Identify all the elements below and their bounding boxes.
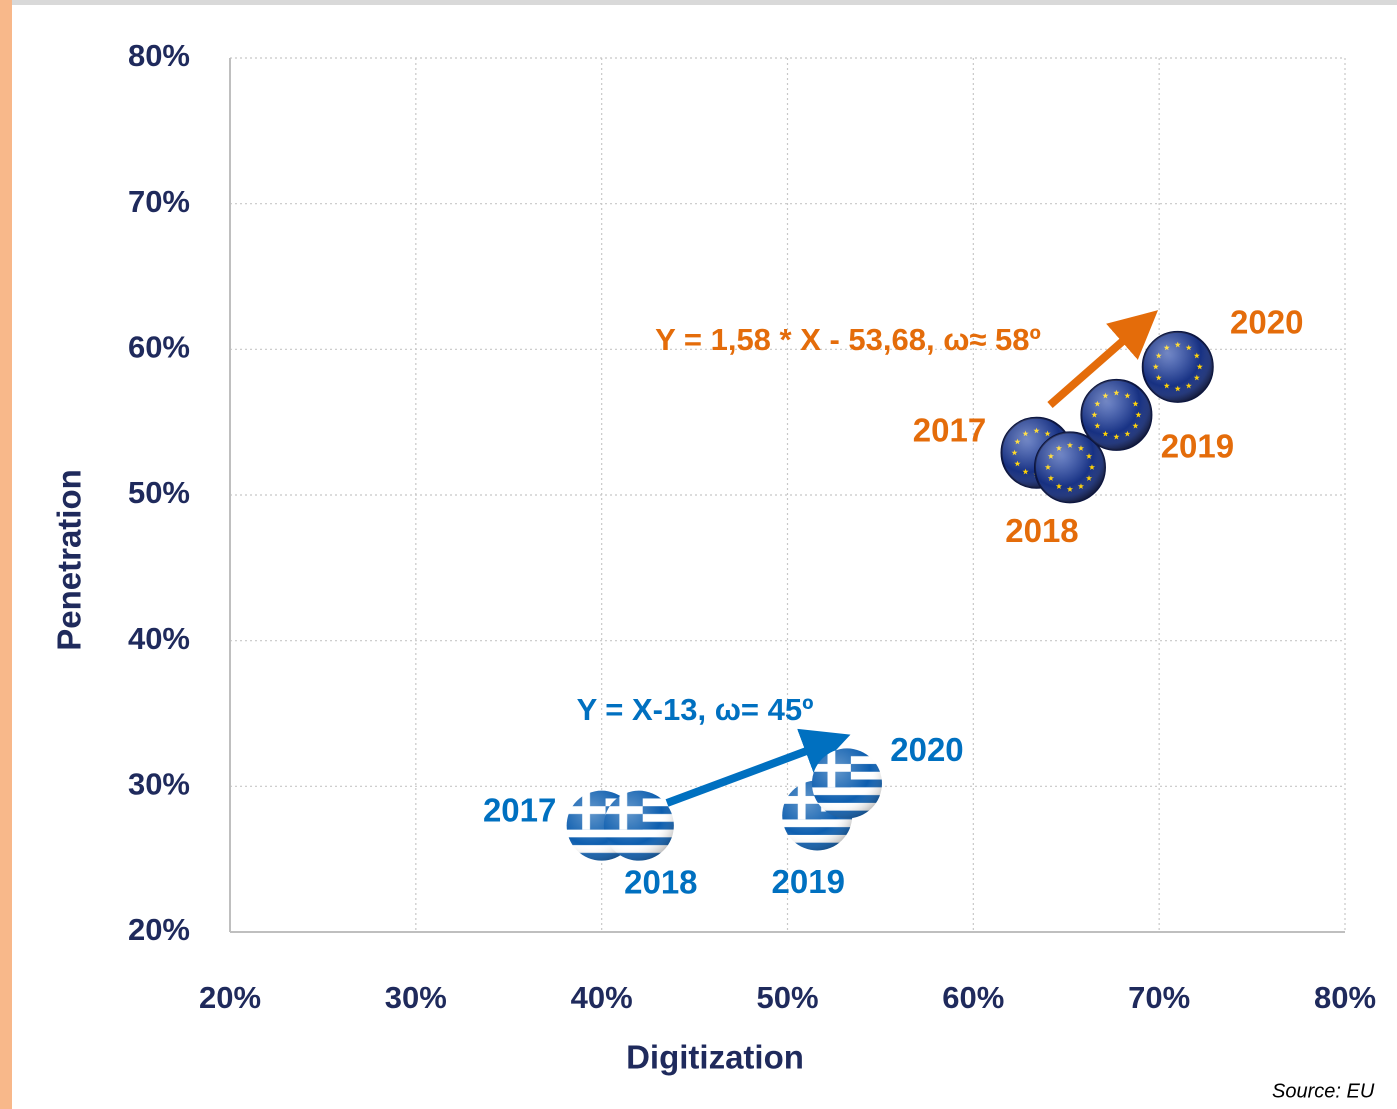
x-tick-label: 30% — [385, 980, 447, 1015]
point-label: 2020 — [890, 731, 963, 768]
point — [1033, 431, 1106, 504]
point-label: 2017 — [483, 791, 556, 828]
point-label: 2019 — [772, 863, 845, 900]
marker-shine — [1034, 432, 1105, 503]
marker-shine — [603, 790, 674, 861]
point — [603, 790, 674, 861]
x-tick-label: 70% — [1128, 980, 1190, 1015]
top-border — [12, 0, 1397, 5]
trend-arrow — [665, 728, 851, 807]
x-tick-label: 60% — [942, 980, 1004, 1015]
y-axis-title: Penetration — [51, 469, 88, 651]
point — [1080, 378, 1153, 451]
left-border — [0, 0, 12, 1109]
point — [811, 748, 882, 819]
y-tick-label: 70% — [128, 184, 190, 219]
marker-shine — [1142, 331, 1213, 402]
x-tick-label: 50% — [756, 980, 818, 1015]
point-label: 2017 — [913, 411, 986, 448]
x-tick-label: 20% — [199, 980, 261, 1015]
points — [566, 330, 1214, 861]
point-label: 2018 — [624, 863, 697, 900]
x-axis-title: Digitization — [626, 1039, 804, 1076]
grid — [229, 57, 1346, 933]
point — [1141, 330, 1214, 403]
trend-arrow — [1047, 310, 1159, 409]
y-tick-label: 30% — [128, 767, 190, 802]
point-label: 2019 — [1161, 428, 1234, 465]
annotation: Y = 1,58 * X - 53,68, ω≈ 58º — [655, 322, 1041, 357]
marker-shine — [811, 748, 882, 819]
y-tick-label: 60% — [128, 330, 190, 365]
y-tick-label: 20% — [128, 912, 190, 947]
x-tick-label: 40% — [571, 980, 633, 1015]
annotation: Y = X-13, ω= 45º — [577, 692, 814, 727]
source-note: Source: EU — [1272, 1080, 1375, 1102]
point-label: 2020 — [1230, 304, 1303, 341]
point-label: 2018 — [1005, 512, 1078, 549]
y-tick-label: 80% — [128, 38, 190, 73]
y-tick-label: 40% — [128, 621, 190, 656]
y-tick-label: 50% — [128, 475, 190, 510]
x-tick-label: 80% — [1314, 980, 1376, 1015]
marker-shine — [1081, 379, 1152, 450]
